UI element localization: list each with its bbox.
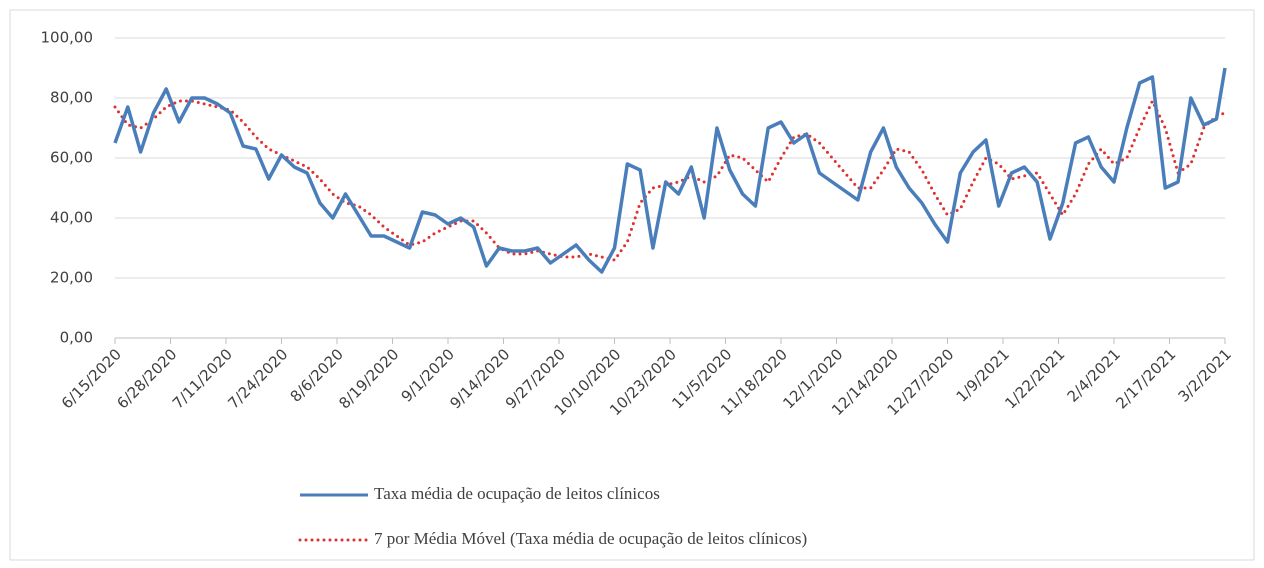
y-tick-label: 20,00 — [50, 269, 93, 287]
chart-border — [9, 9, 1255, 561]
series-line — [113, 67, 1227, 274]
legend-label: 7 por Média Móvel (Taxa média de ocupaçã… — [374, 529, 807, 548]
y-tick-label: 0,00 — [60, 329, 93, 347]
y-tick-label: 100,00 — [41, 29, 94, 47]
legend-label: Taxa média de ocupação de leitos clínico… — [374, 484, 660, 503]
y-tick-label: 40,00 — [50, 209, 93, 227]
y-tick-label: 60,00 — [50, 149, 93, 167]
y-tick-label: 80,00 — [50, 89, 93, 107]
series-line — [113, 99, 1227, 262]
